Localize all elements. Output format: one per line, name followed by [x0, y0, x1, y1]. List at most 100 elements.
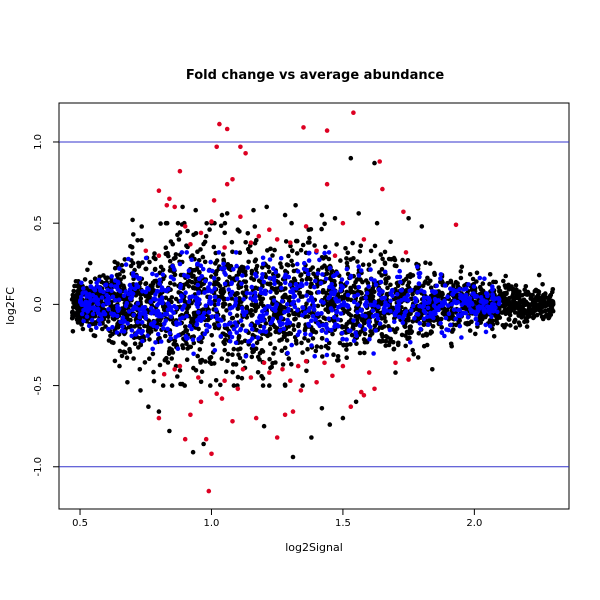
data-point-blue — [227, 311, 233, 317]
data-point-red — [314, 248, 319, 254]
data-point-black — [439, 325, 445, 330]
data-point-blue — [315, 271, 321, 276]
data-point-blue — [207, 298, 212, 303]
data-point-blue — [257, 313, 263, 319]
data-point-blue — [258, 286, 264, 292]
data-point-blue — [326, 295, 331, 301]
data-point-blue — [194, 321, 200, 327]
data-point-blue — [277, 328, 283, 333]
data-point-red — [182, 224, 188, 229]
data-point-blue — [207, 281, 213, 287]
data-point-black — [327, 422, 333, 427]
data-point-blue — [416, 281, 422, 286]
data-point-black — [231, 276, 236, 281]
data-point-black — [534, 305, 539, 311]
data-point-blue — [137, 314, 142, 320]
data-point-black — [316, 267, 321, 273]
data-point-black — [234, 313, 240, 318]
data-point-black — [353, 313, 358, 319]
data-point-black — [348, 257, 353, 262]
data-point-black — [243, 279, 249, 285]
data-point-black — [345, 296, 351, 302]
data-point-black — [395, 342, 401, 348]
data-point-red — [361, 237, 367, 242]
data-point-black — [244, 304, 250, 310]
data-point-blue — [238, 327, 243, 333]
data-point-black — [422, 280, 428, 286]
data-point-black — [324, 291, 329, 296]
data-point-blue — [474, 321, 480, 327]
data-point-blue — [229, 281, 234, 287]
data-point-blue — [490, 293, 496, 298]
data-point-black — [495, 320, 500, 326]
data-point-black — [92, 333, 98, 339]
data-point-black — [470, 276, 476, 282]
data-point-red — [348, 404, 354, 410]
data-point-black — [106, 319, 111, 324]
data-point-blue — [285, 350, 290, 356]
data-point-black — [120, 340, 126, 345]
data-point-blue — [232, 320, 238, 325]
data-point-black — [392, 263, 398, 268]
data-point-black — [519, 315, 524, 320]
data-point-blue — [362, 327, 368, 332]
data-point-black — [231, 346, 237, 352]
data-point-blue — [318, 299, 324, 304]
data-point-blue — [161, 321, 167, 327]
data-point-blue — [167, 306, 173, 311]
data-point-blue — [489, 287, 495, 293]
data-point-blue — [78, 298, 83, 304]
data-point-blue — [283, 280, 288, 286]
data-point-blue — [151, 308, 156, 314]
data-point-black — [270, 253, 275, 258]
data-point-blue — [334, 309, 340, 315]
data-point-red — [340, 220, 346, 226]
data-point-black — [92, 276, 98, 282]
data-point-blue — [437, 304, 442, 309]
data-point-black — [423, 331, 429, 337]
data-point-red — [222, 378, 227, 384]
data-point-black — [213, 378, 219, 383]
data-point-black — [201, 441, 206, 447]
data-point-black — [323, 244, 328, 250]
data-point-blue — [324, 322, 329, 327]
data-point-black — [156, 409, 162, 414]
data-point-black — [183, 328, 188, 334]
data-point-blue — [410, 303, 416, 309]
data-point-blue — [467, 298, 473, 304]
data-point-blue — [306, 271, 311, 277]
data-point-blue — [397, 268, 403, 274]
data-point-black — [517, 322, 523, 328]
data-point-blue — [167, 330, 173, 336]
data-point-blue — [105, 300, 110, 306]
data-point-blue — [312, 354, 318, 359]
data-point-black — [249, 354, 255, 360]
data-point-black — [231, 383, 237, 388]
data-point-blue — [241, 297, 246, 302]
data-point-black — [299, 272, 304, 277]
data-point-blue — [148, 299, 154, 304]
data-point-blue — [351, 318, 356, 323]
data-point-blue — [455, 307, 461, 313]
data-point-black — [346, 319, 352, 325]
data-point-black — [504, 310, 510, 316]
data-point-blue — [426, 300, 432, 305]
data-point-blue — [495, 309, 500, 315]
data-point-black — [550, 287, 556, 292]
data-point-black — [453, 279, 459, 285]
data-point-blue — [409, 287, 414, 293]
data-point-black — [235, 306, 241, 312]
data-point-black — [119, 353, 125, 359]
data-point-black — [188, 344, 194, 350]
data-point-blue — [425, 305, 431, 311]
data-point-black — [453, 322, 459, 328]
data-point-black — [290, 454, 296, 460]
data-point-red — [240, 367, 246, 372]
data-point-blue — [134, 282, 139, 287]
data-point-red — [161, 371, 167, 377]
data-point-blue — [157, 281, 162, 286]
data-point-blue — [153, 292, 158, 297]
data-point-black — [219, 212, 225, 218]
data-point-black — [239, 375, 245, 381]
